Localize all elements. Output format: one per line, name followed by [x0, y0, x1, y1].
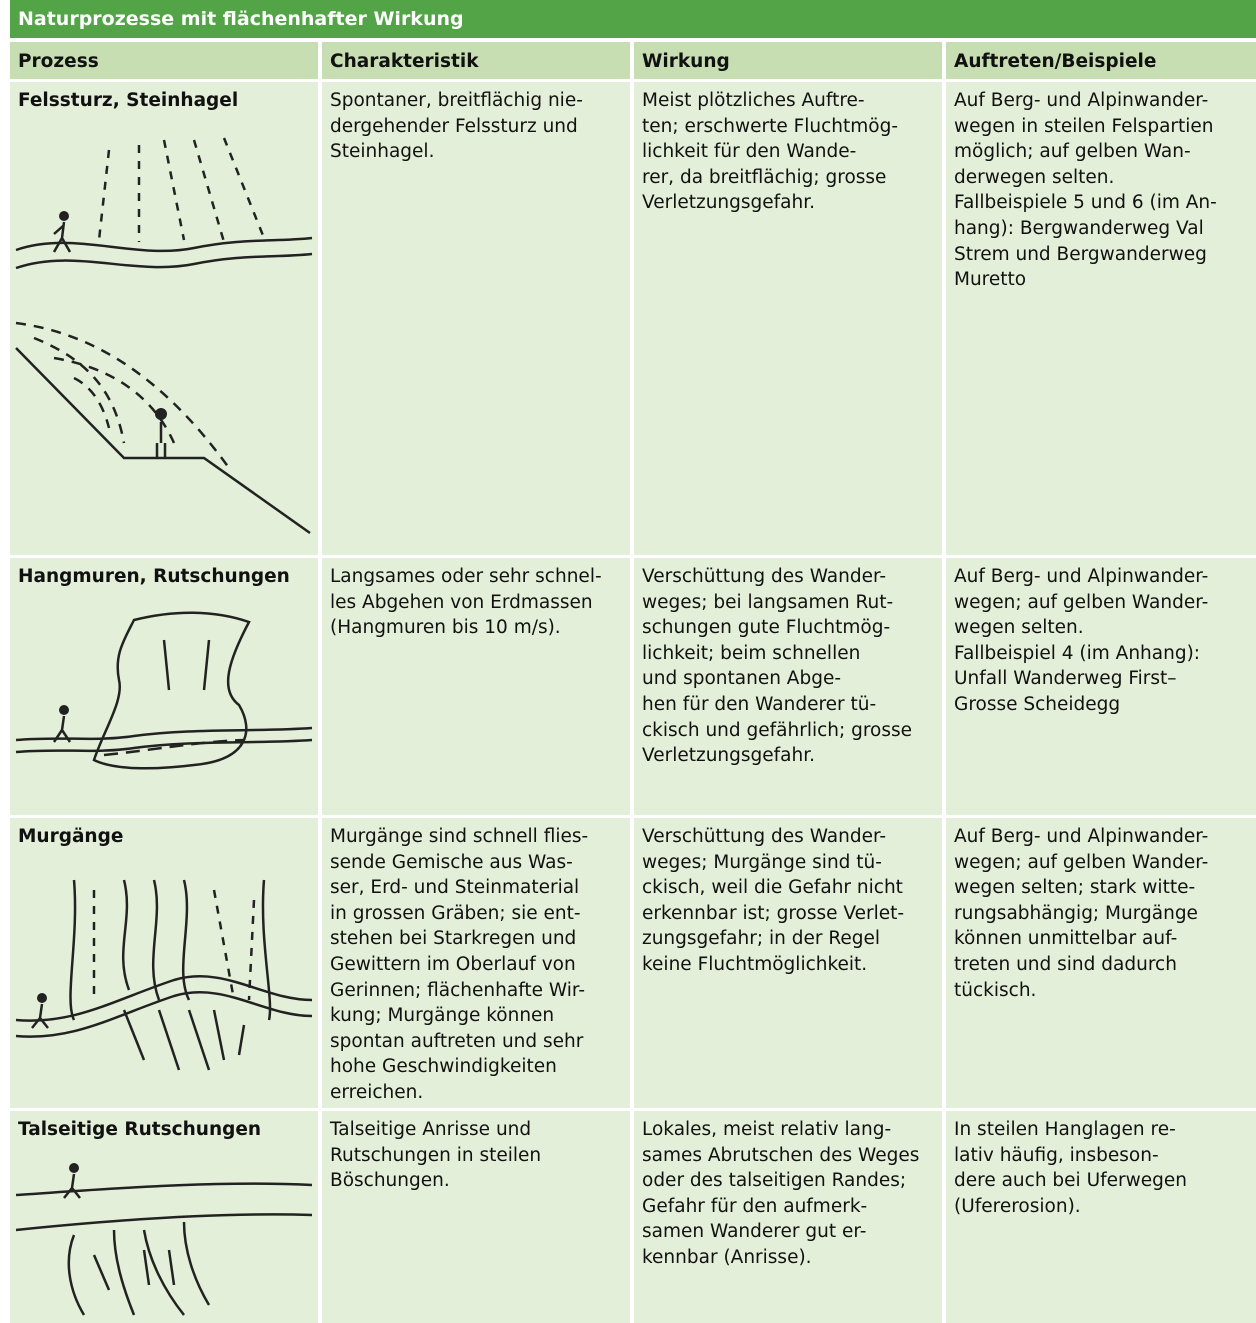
landslide-illustration: [15, 611, 313, 770]
rockfall-illustration: [15, 137, 313, 270]
process-cell: Felssturz, Steinhagel: [10, 82, 318, 555]
table-cell: Verschüttung des Wander- weges; Murgänge…: [634, 818, 942, 1108]
table-cell: Auf Berg- und Alpinwander- wegen; auf ge…: [946, 558, 1256, 815]
valley-slide-illustration: [15, 1163, 313, 1316]
table-cell: Spontaner, breitflächig nie- dergehender…: [322, 82, 630, 555]
process-cell: Hangmuren, Rutschungen: [10, 558, 318, 815]
table-cell: Langsames oder sehr schnel- les Abgehen …: [322, 558, 630, 815]
table-cell: Murgänge sind schnell flies- sende Gemis…: [322, 818, 630, 1108]
header-cell: Wirkung: [634, 42, 942, 79]
table-cell: Meist plötzliches Auftre- ten; erschwert…: [634, 82, 942, 555]
table-cell: Talseitige Anrisse und Rutschungen in st…: [322, 1111, 630, 1323]
table-cell: Lokales, meist relativ lang- sames Abrut…: [634, 1111, 942, 1323]
header-cell: Charakteristik: [322, 42, 630, 79]
table-cell: Auf Berg- und Alpinwander- wegen; auf ge…: [946, 818, 1256, 1108]
header-cell: Prozess: [10, 42, 318, 79]
debris-flow-illustration: [15, 879, 313, 1071]
table-cell: In steilen Hanglagen re- lativ häufig, i…: [946, 1111, 1256, 1323]
table-title: Naturprozesse mit flächenhafter Wirkung: [10, 0, 1256, 38]
header-cell: Auftreten/Beispiele: [946, 42, 1256, 79]
table-cell: Auf Berg- und Alpinwander- wegen in stei…: [946, 82, 1256, 555]
rockfall-slope-illustration: [15, 321, 311, 535]
table-cell: Verschüttung des Wander- weges; bei lang…: [634, 558, 942, 815]
